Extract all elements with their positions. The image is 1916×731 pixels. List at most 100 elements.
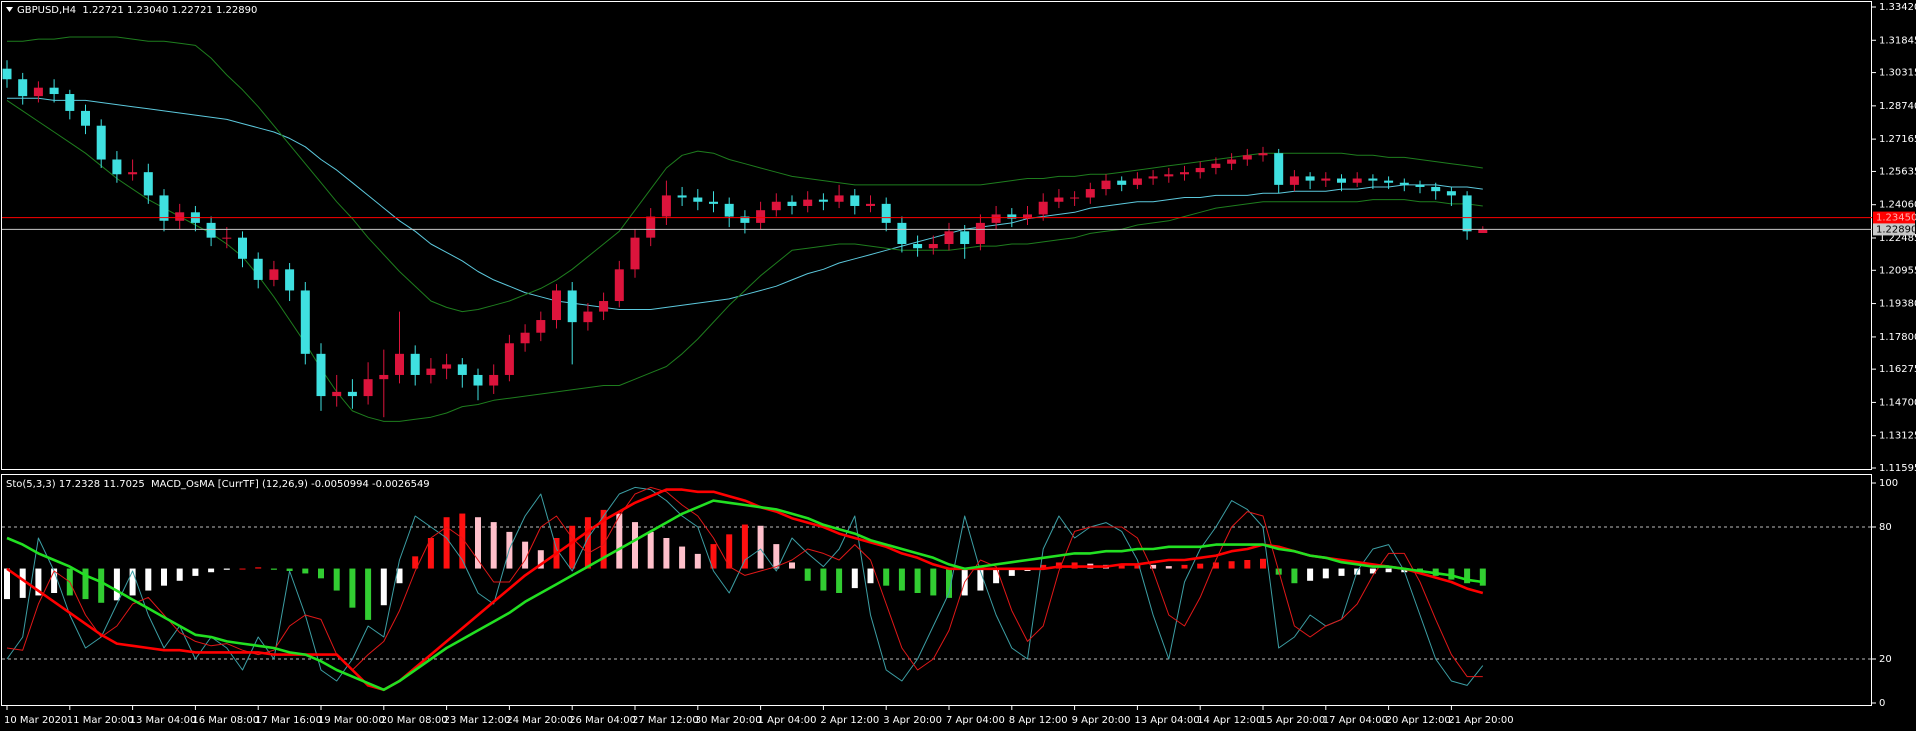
candle-body	[1070, 197, 1080, 199]
histogram-bar	[443, 517, 450, 569]
candle-body	[881, 203, 891, 223]
histogram-bar	[616, 513, 623, 569]
histogram-bar	[741, 524, 748, 569]
candle-body	[442, 364, 452, 369]
histogram-bar	[1260, 558, 1266, 569]
histogram-bar	[475, 517, 481, 569]
candle-body	[285, 269, 295, 291]
x-tick-label: 20 Apr 12:00	[1386, 715, 1451, 726]
candle-body	[991, 214, 1001, 223]
histogram-bar	[1212, 562, 1219, 569]
candle-body	[677, 195, 687, 198]
histogram-bar	[1448, 568, 1455, 580]
histogram-bar	[569, 525, 576, 569]
candle-body	[426, 368, 436, 375]
histogram-bar	[239, 568, 246, 570]
x-tick-label: 20 Mar 08:00	[381, 715, 448, 726]
candle-body	[18, 79, 28, 97]
histogram-bar	[255, 567, 262, 569]
candle-body	[143, 172, 153, 196]
candle-body	[1337, 178, 1346, 183]
histogram-bar	[679, 546, 686, 569]
candle-body	[206, 222, 216, 238]
candle-body	[756, 210, 766, 223]
candle-body	[238, 237, 247, 259]
candle-body	[300, 290, 310, 354]
histogram-bar	[820, 568, 827, 591]
x-tick-label: 14 Apr 12:00	[1197, 715, 1262, 726]
candle-body	[646, 216, 656, 238]
candle-body	[363, 379, 373, 397]
histogram-bar	[663, 538, 670, 569]
candle-body	[1195, 167, 1205, 173]
histogram-bar	[1244, 560, 1251, 569]
histogram-bar	[1385, 568, 1392, 573]
candle-body	[1023, 214, 1032, 219]
candle-body	[1352, 178, 1362, 183]
indicator-line	[6, 486, 1484, 686]
histogram-bar	[113, 568, 120, 601]
y-tick-label: 1.24060	[1879, 200, 1916, 211]
y-tick-label: 1.27165	[1879, 134, 1916, 145]
y-tick-label: 1.28740	[1879, 101, 1916, 112]
candle-body	[1478, 229, 1488, 233]
y-tick-label: 1.13125	[1879, 431, 1916, 442]
candle-body	[1117, 180, 1127, 185]
candle-body	[2, 68, 12, 80]
y-tick-label: 1.25635	[1879, 166, 1916, 177]
y-tick-label: 80	[1879, 522, 1892, 533]
menu-triangle[interactable]	[6, 7, 13, 12]
histogram-bar	[396, 568, 403, 584]
histogram-bar	[145, 568, 152, 591]
histogram-bar	[192, 568, 199, 576]
y-tick-label: 1.16275	[1879, 364, 1916, 375]
histogram-bar	[632, 522, 638, 569]
candle-body	[1180, 172, 1189, 175]
bands-line	[6, 99, 1483, 422]
histogram-bar	[302, 568, 309, 574]
candle-body	[520, 332, 530, 344]
x-tick-label: 23 Mar 12:00	[444, 715, 511, 726]
x-tick-label: 27 Mar 12:00	[632, 715, 699, 726]
candle-body	[536, 320, 546, 333]
histogram-bar	[694, 553, 701, 569]
x-tick-label: 1 Apr 04:00	[758, 715, 817, 726]
candle-body	[661, 195, 671, 217]
histogram-bar	[867, 568, 874, 584]
candle-body	[897, 222, 907, 244]
candle-body	[1132, 178, 1142, 185]
candle-body	[379, 374, 389, 380]
histogram-bar	[1008, 568, 1015, 576]
histogram-bar	[1197, 563, 1204, 569]
y-tick-label: 0	[1879, 698, 1885, 709]
histogram-bar	[789, 562, 795, 569]
histogram-bar	[883, 568, 890, 586]
candle-body	[1431, 186, 1441, 192]
candle-body	[316, 353, 326, 397]
price-tag	[1873, 223, 1915, 236]
x-tick-label: 17 Mar 16:00	[255, 715, 322, 726]
candle-body	[709, 201, 718, 204]
candle-body	[473, 374, 483, 386]
candle-body	[803, 199, 813, 206]
x-tick-label: 17 Apr 04:00	[1323, 715, 1388, 726]
candle-body	[1462, 195, 1472, 232]
histogram-bar	[647, 531, 654, 569]
histogram-bar	[1134, 563, 1141, 569]
candle-body	[818, 199, 828, 202]
x-tick-label: 8 Apr 12:00	[1009, 715, 1068, 726]
candle-body	[65, 94, 75, 111]
histogram-bar	[333, 568, 340, 591]
candle-body	[175, 212, 185, 221]
candle-body	[269, 269, 279, 280]
candle-body	[944, 231, 954, 244]
histogram-bar	[270, 568, 277, 570]
ma-line	[7, 97, 1483, 310]
y-tick-label: 1.14700	[1879, 397, 1916, 408]
histogram-bar	[993, 568, 1000, 584]
histogram-bar	[584, 517, 591, 569]
y-tick-label: 20	[1879, 654, 1892, 665]
candle-body	[614, 269, 624, 302]
histogram-bar	[427, 538, 434, 569]
